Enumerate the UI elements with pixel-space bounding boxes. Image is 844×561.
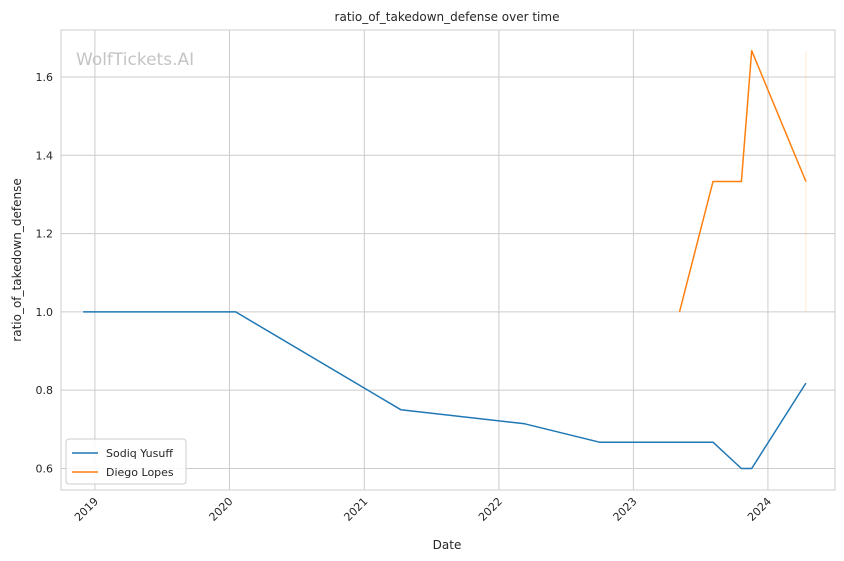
x-tick-label: 2024 [745,495,774,524]
grid [61,30,835,490]
x-tick-label: 2019 [72,495,101,524]
y-axis-label: ratio_of_takedown_defense [10,178,24,341]
series-line-sodiq-yusuff [83,311,807,470]
x-axis-label: Date [433,538,462,552]
y-tick-label: 1.6 [36,71,54,84]
x-tick-label: 2022 [476,495,505,524]
y-tick-label: 1.0 [36,306,54,319]
series-layer [83,49,807,470]
y-tick-label: 1.4 [36,149,54,162]
series-line-diego-lopes [678,49,807,313]
x-tick-label: 2021 [341,495,370,524]
x-tick-label: 2020 [207,495,236,524]
legend-label-sodiq-yusuff: Sodiq Yusuff [106,447,173,460]
chart-title: ratio_of_takedown_defense over time [335,10,560,24]
y-tick-label: 1.2 [36,228,54,241]
x-tick-label: 2023 [611,495,640,524]
watermark: WolfTickets.AI [76,50,194,70]
legend: Sodiq Yusuff Diego Lopes [65,438,187,485]
plot-frame [60,29,836,491]
legend-label-diego-lopes: Diego Lopes [106,466,174,479]
y-tick-label: 0.6 [36,462,54,475]
y-tick-label: 0.8 [36,384,54,397]
